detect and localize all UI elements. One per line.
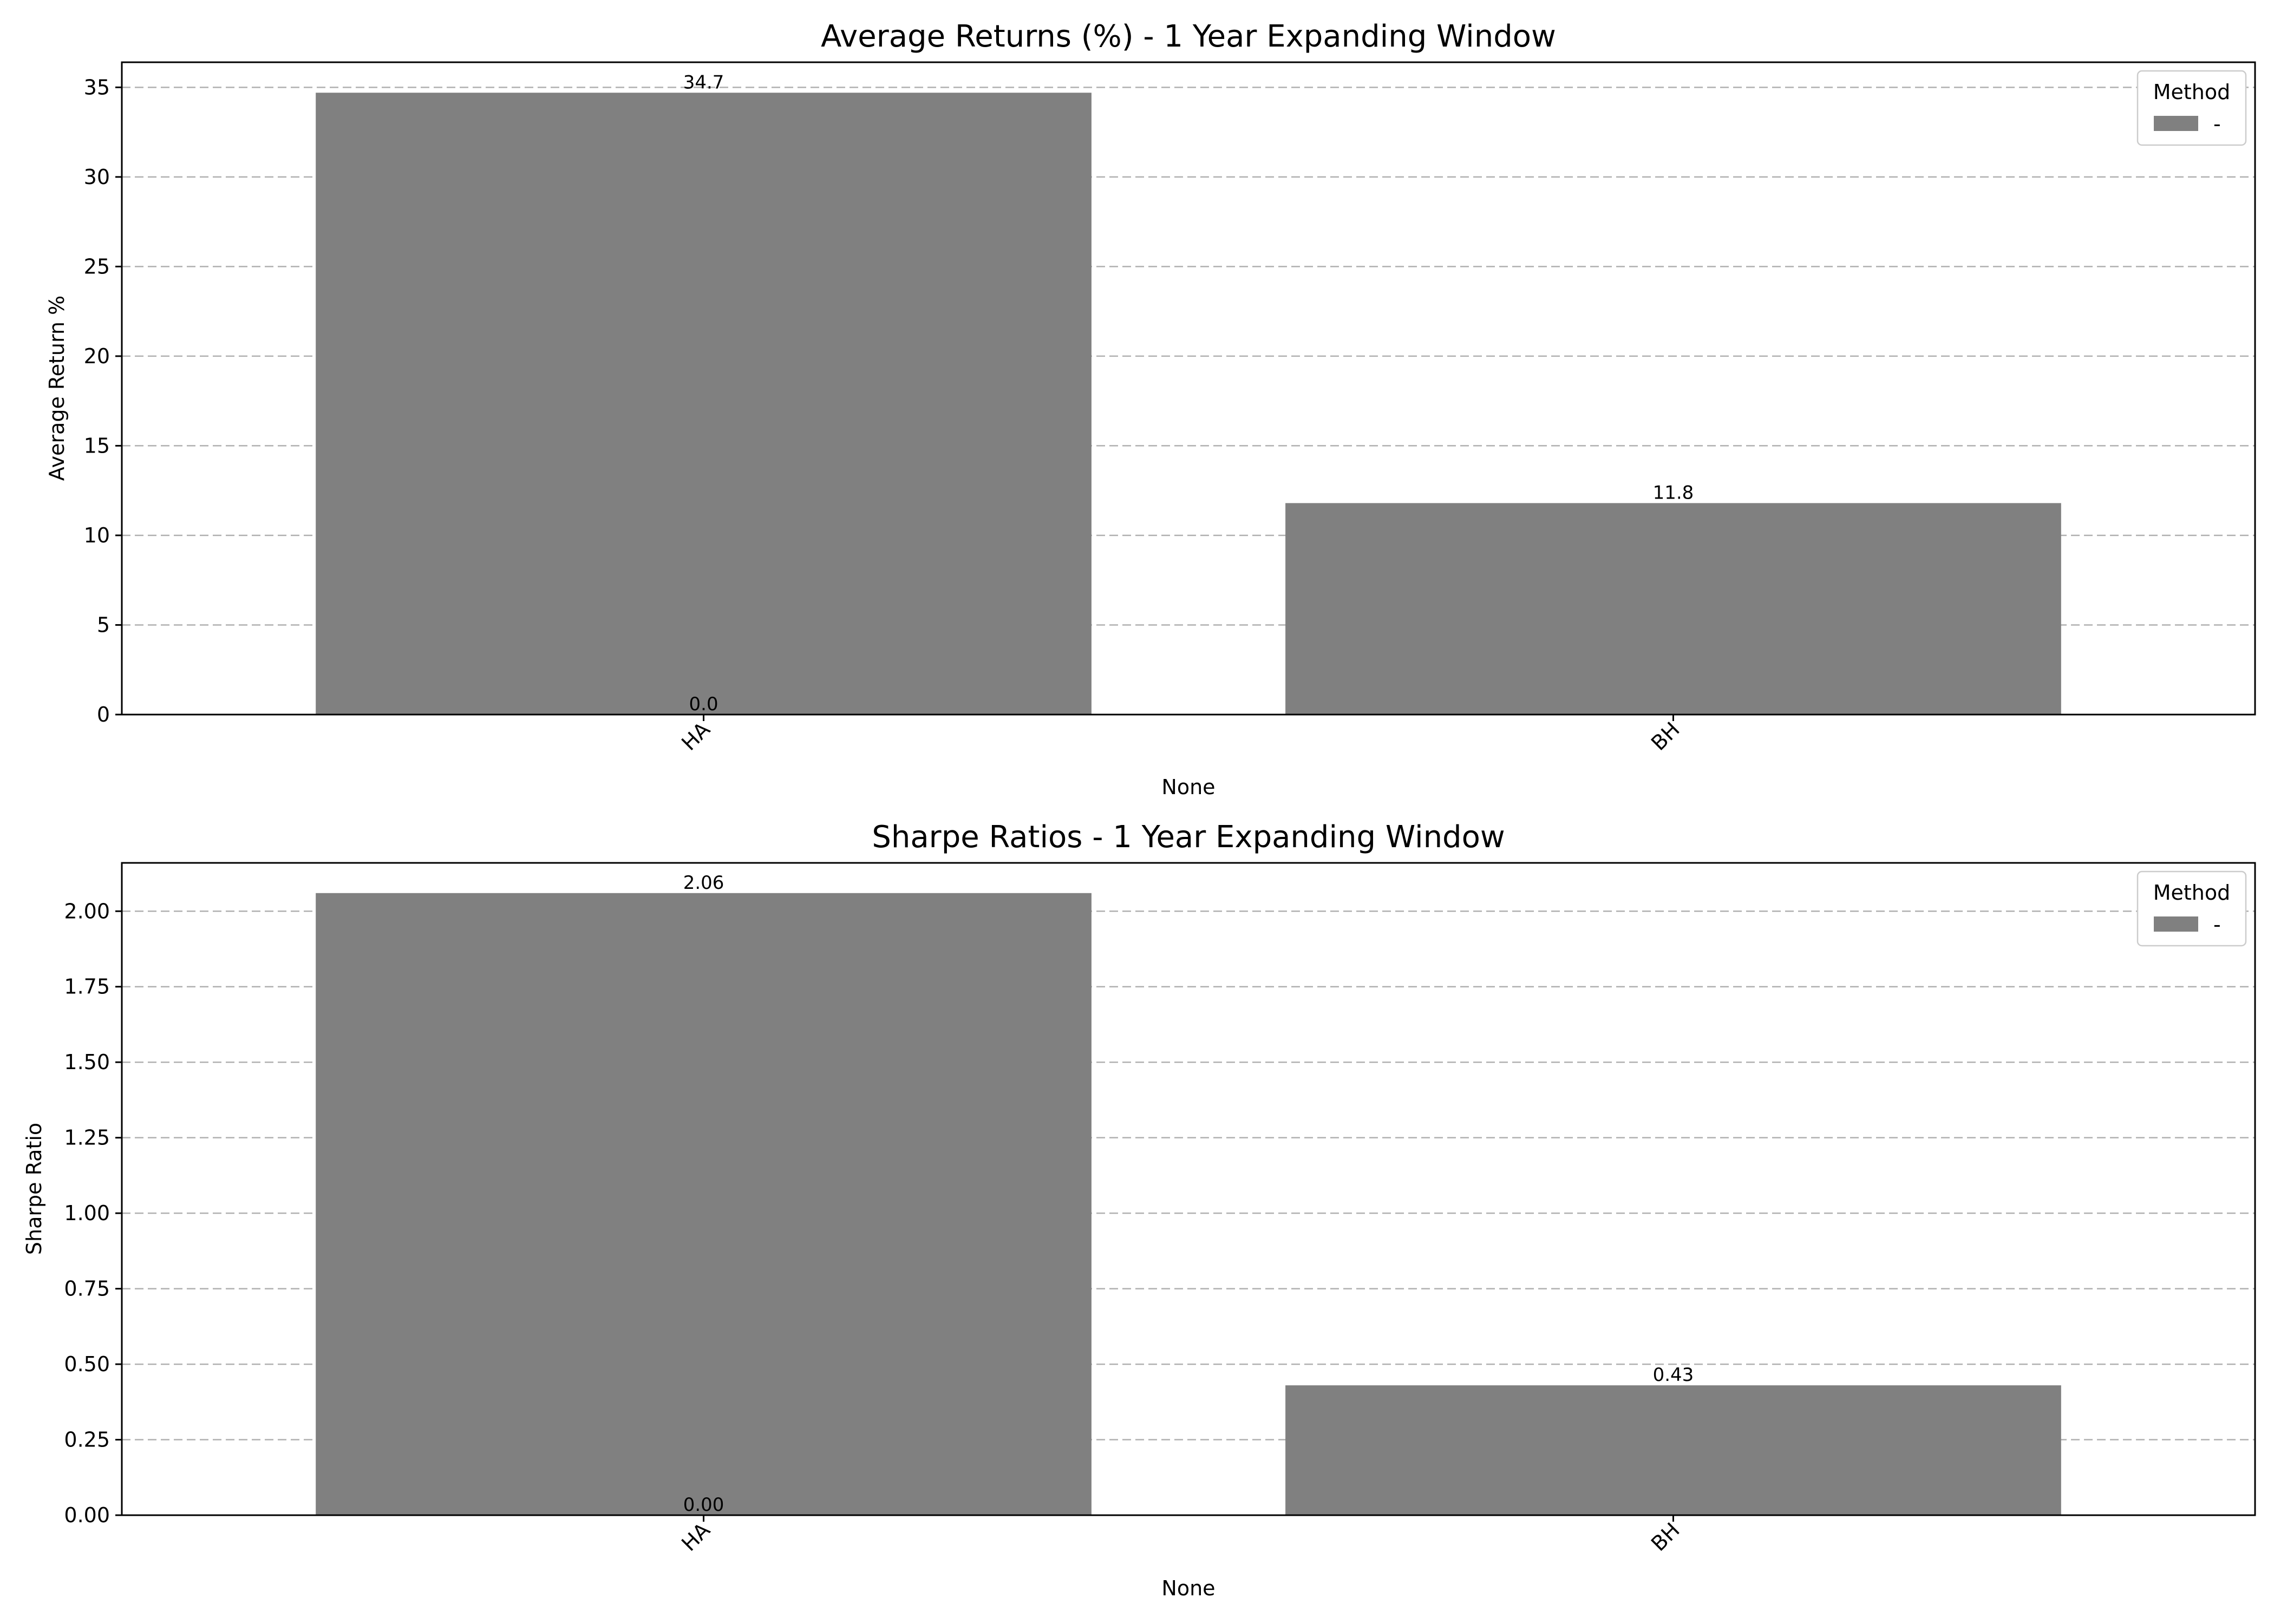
returns-chart: Average Returns (%) - 1 Year Expanding W… <box>45 19 2256 799</box>
returns-legend-swatch <box>2154 116 2198 131</box>
sharpe-y-tick-label: 0.75 <box>64 1277 110 1301</box>
sharpe-zero-label: 0.00 <box>683 1494 724 1516</box>
sharpe-y-tick-label: 0.50 <box>64 1352 110 1376</box>
sharpe-legend-swatch <box>2154 916 2198 932</box>
returns-value-label-ha: 34.7 <box>683 71 724 93</box>
sharpe-value-label-bh: 0.43 <box>1653 1364 1694 1386</box>
returns-y-tick-label: 10 <box>84 523 110 547</box>
sharpe-legend: Method - <box>2136 870 2247 947</box>
sharpe-legend-title: Method <box>2153 881 2231 905</box>
sharpe-value-label-ha: 2.06 <box>683 872 724 894</box>
sharpe-chart: Sharpe Ratios - 1 Year Expanding Window … <box>22 820 2256 1600</box>
returns-y-tick-label: 5 <box>97 613 110 637</box>
returns-y-tick-label: 35 <box>84 75 110 99</box>
sharpe-y-tick-label: 1.75 <box>64 975 110 999</box>
returns-y-axis-label: Average Return % <box>45 296 69 481</box>
sharpe-chart-title: Sharpe Ratios - 1 Year Expanding Window <box>872 820 1505 855</box>
returns-y-tick-label: 20 <box>84 344 110 368</box>
returns-y-tick-label: 25 <box>84 254 110 278</box>
returns-legend: Method - <box>2136 70 2247 146</box>
sharpe-y-tick-label: 1.00 <box>64 1201 110 1225</box>
returns-x-axis-label: None <box>1161 775 1215 799</box>
returns-chart-title: Average Returns (%) - 1 Year Expanding W… <box>821 19 1556 54</box>
returns-plot-frame <box>121 61 2256 716</box>
returns-y-tick-label: 15 <box>84 434 110 457</box>
sharpe-plot-frame <box>121 862 2256 1516</box>
returns-y-tick-label: 0 <box>97 703 110 726</box>
returns-legend-title: Method <box>2153 80 2231 104</box>
returns-bar-ha <box>316 93 1092 715</box>
sharpe-y-tick-label: 1.25 <box>64 1126 110 1150</box>
returns-zero-label: 0.0 <box>689 693 718 715</box>
sharpe-y-tick-label: 0.25 <box>64 1428 110 1452</box>
sharpe-x-axis-label: None <box>1161 1576 1215 1600</box>
sharpe-legend-entry: - <box>2213 913 2221 937</box>
sharpe-bar-bh <box>1285 1385 2061 1515</box>
returns-bar-bh <box>1285 503 2061 715</box>
sharpe-y-tick-label: 1.50 <box>64 1050 110 1074</box>
sharpe-bar-ha <box>316 893 1092 1515</box>
sharpe-y-tick-label: 2.00 <box>64 899 110 923</box>
returns-y-tick-label: 30 <box>84 165 110 189</box>
returns-value-label-bh: 11.8 <box>1653 482 1694 503</box>
sharpe-y-axis-label: Sharpe Ratio <box>22 1123 46 1255</box>
returns-legend-entry: - <box>2213 112 2221 136</box>
sharpe-y-tick-label: 0.00 <box>64 1503 110 1527</box>
